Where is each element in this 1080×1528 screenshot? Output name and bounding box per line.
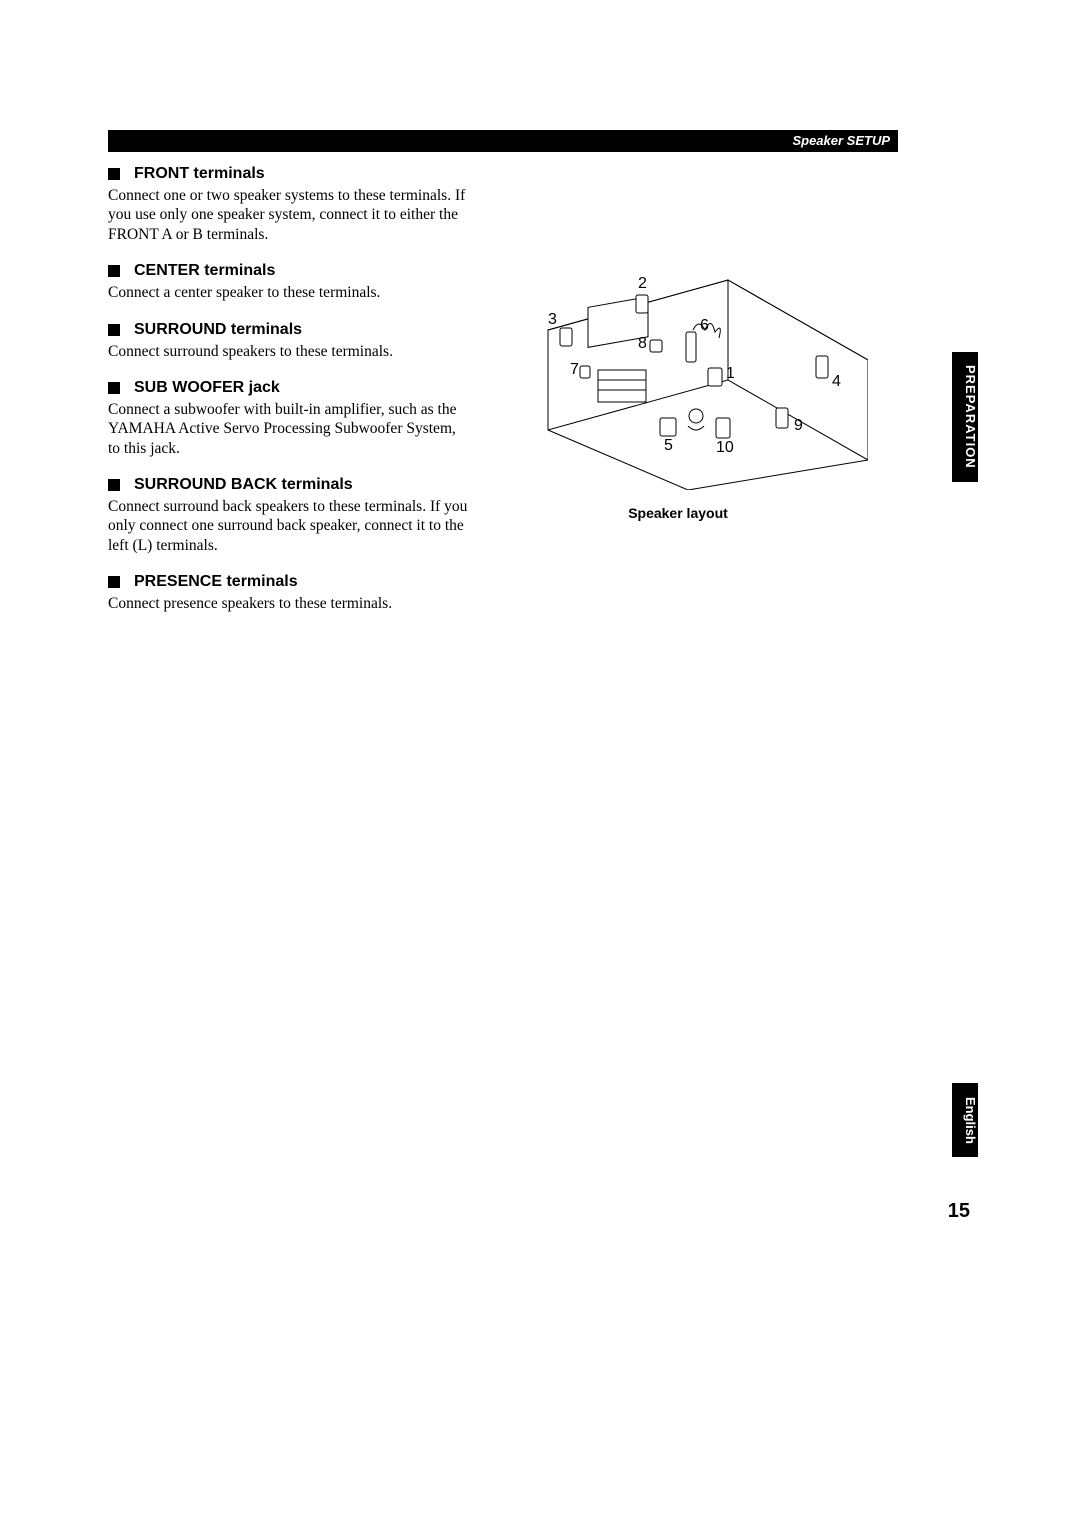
- heading-text: SURROUND terminals: [134, 321, 302, 339]
- heading-text: SURROUND BACK terminals: [134, 476, 353, 494]
- square-bullet-icon: [108, 479, 120, 491]
- section-body: Connect a center speaker to these termin…: [108, 283, 468, 302]
- svg-text:7: 7: [570, 361, 579, 378]
- section-heading: PRESENCE terminals: [108, 573, 468, 591]
- svg-text:6: 6: [700, 317, 709, 334]
- diagram-caption: Speaker layout: [488, 505, 868, 521]
- svg-text:8: 8: [638, 335, 647, 352]
- square-bullet-icon: [108, 324, 120, 336]
- section-heading: FRONT terminals: [108, 165, 468, 183]
- svg-text:4: 4: [832, 373, 841, 390]
- heading-text: PRESENCE terminals: [134, 573, 298, 591]
- square-bullet-icon: [108, 576, 120, 588]
- section-heading: SUB WOOFER jack: [108, 379, 468, 397]
- side-tab-english: English: [952, 1083, 978, 1157]
- room-layout-svg: 2 3 6 8 7 1 4 5 10 9: [488, 270, 868, 490]
- square-bullet-icon: [108, 382, 120, 394]
- svg-text:2: 2: [638, 275, 647, 292]
- heading-text: CENTER terminals: [134, 262, 275, 280]
- section-heading: CENTER terminals: [108, 262, 468, 280]
- square-bullet-icon: [108, 168, 120, 180]
- section-body: Connect surround back speakers to these …: [108, 497, 468, 555]
- svg-text:9: 9: [794, 417, 803, 434]
- header-bar-left: [108, 130, 668, 152]
- svg-text:1: 1: [726, 365, 735, 382]
- section-body: Connect a subwoofer with built-in amplif…: [108, 400, 468, 458]
- section-heading: SURROUND terminals: [108, 321, 468, 339]
- square-bullet-icon: [108, 265, 120, 277]
- svg-text:5: 5: [664, 437, 673, 454]
- header-section-label: Speaker SETUP: [668, 130, 898, 152]
- section-heading: SURROUND BACK terminals: [108, 476, 468, 494]
- svg-text:3: 3: [548, 311, 557, 328]
- side-tab-preparation: PREPARATION: [952, 352, 978, 482]
- section-body: Connect one or two speaker systems to th…: [108, 186, 468, 244]
- speaker-layout-diagram: 2 3 6 8 7 1 4 5 10 9 Speaker layout: [488, 270, 868, 521]
- left-column: FRONT terminals Connect one or two speak…: [108, 165, 468, 614]
- svg-text:10: 10: [716, 439, 734, 456]
- section-body: Connect presence speakers to these termi…: [108, 594, 468, 613]
- heading-text: FRONT terminals: [134, 165, 265, 183]
- page-number: 15: [948, 1200, 970, 1223]
- section-body: Connect surround speakers to these termi…: [108, 342, 468, 361]
- heading-text: SUB WOOFER jack: [134, 379, 280, 397]
